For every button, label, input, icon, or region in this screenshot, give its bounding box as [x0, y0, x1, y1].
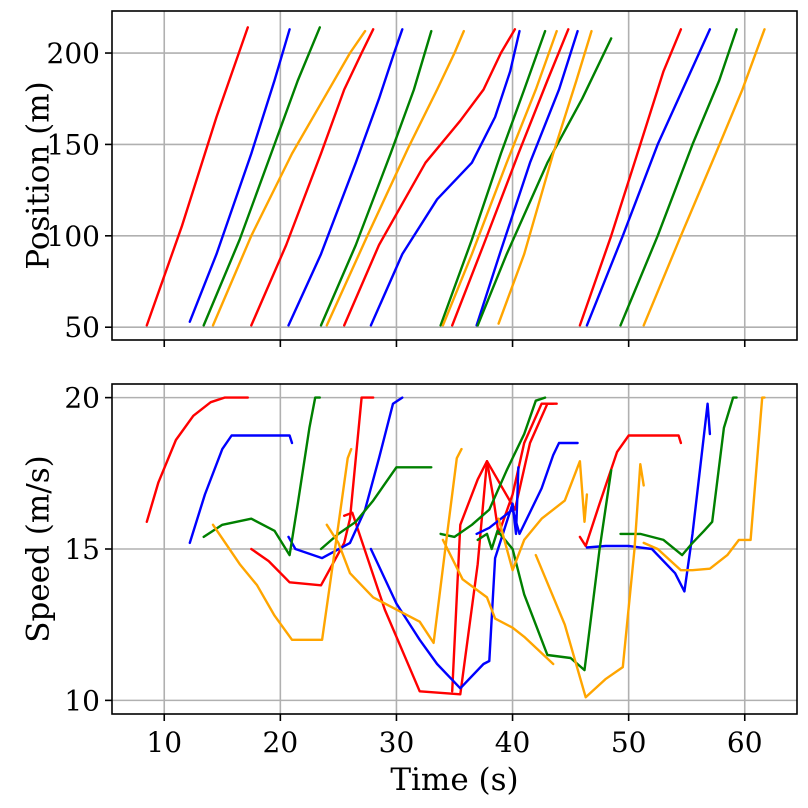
y-tick-label: 200	[47, 37, 100, 70]
x-tick-label: 50	[611, 726, 647, 759]
series-line-orange-2	[325, 447, 463, 645]
x-tick-label: 60	[727, 726, 763, 759]
plot-frame	[111, 10, 798, 341]
series-line-red-3	[343, 28, 517, 327]
x-axis-label: Time (s)	[390, 762, 518, 798]
series-line-blue-5	[585, 402, 712, 593]
series-line-green-3	[439, 396, 547, 539]
series-line-red-4	[451, 28, 570, 327]
y-tick-label: 50	[64, 311, 100, 344]
series-line-blue-3	[369, 29, 521, 327]
series-line-blue-1	[188, 434, 294, 545]
series-group	[145, 26, 766, 327]
series-line-red-2	[250, 396, 375, 587]
y-tick-label: 20	[64, 382, 100, 415]
series-line-blue-4	[475, 441, 579, 536]
series-line-green-1	[202, 26, 321, 327]
series-line-red-5	[578, 28, 683, 327]
series-line-green-5	[619, 396, 738, 557]
series-line-blue-1	[188, 28, 291, 323]
series-line-green-4	[476, 469, 613, 672]
y-tick-label: 150	[47, 128, 100, 161]
series-line-orange-3	[441, 29, 558, 327]
series-line-orange-3	[441, 538, 555, 666]
series-group	[145, 396, 766, 699]
series-line-red-1	[145, 26, 250, 327]
speed-chart: 10 20 30 40 50 60 10 15 20 Speed (m/s) Time (s)	[21, 382, 798, 798]
x-tick-label: 30	[379, 726, 415, 759]
x-tick-label: 40	[495, 726, 531, 759]
position-chart: 50 100 150 200 Position (m)	[21, 10, 798, 347]
series-line-blue-5	[585, 28, 712, 327]
x-tick-label: 10	[146, 726, 182, 759]
series-line-red-3	[343, 402, 555, 696]
y-tick-label: 100	[47, 220, 100, 253]
y-tick-label: 10	[64, 684, 100, 717]
series-line-red-2	[250, 28, 375, 327]
series-line-orange-5	[534, 463, 645, 699]
y-axis-label: Speed (m/s)	[21, 455, 57, 642]
series-line-blue-2	[287, 28, 404, 327]
series-line-orange-2	[325, 29, 465, 327]
series-line-green-2	[319, 29, 433, 327]
series-line-orange-5	[642, 28, 766, 327]
series-line-blue-4	[475, 29, 579, 327]
series-line-orange-4	[497, 460, 589, 572]
series-line-orange-1	[211, 29, 367, 327]
series-line-blue-2	[287, 396, 404, 560]
x-tick-label: 20	[263, 726, 299, 759]
series-line-red-1	[145, 396, 250, 523]
y-axis-label: Position (m)	[21, 81, 57, 270]
y-tick-label: 15	[64, 533, 100, 566]
series-line-blue-3	[369, 466, 520, 690]
series-line-green-3	[439, 29, 547, 327]
series-line-orange-1	[211, 447, 353, 641]
series-line-green-5	[619, 28, 738, 327]
series-line-red-5	[578, 434, 683, 548]
series-line-red-4	[451, 402, 558, 693]
series-line-orange-4	[497, 29, 593, 325]
series-line-green-4	[476, 37, 613, 327]
series-line-orange-6	[642, 396, 766, 572]
series-line-green-1	[202, 396, 321, 557]
